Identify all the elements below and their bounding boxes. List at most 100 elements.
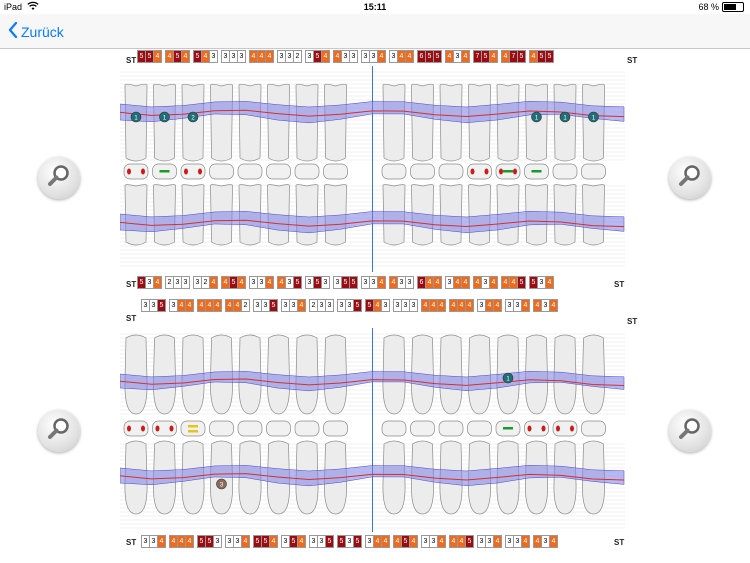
probing-depth-cell[interactable]: 3 [409, 299, 418, 312]
probing-depth-cell[interactable]: 4 [377, 276, 386, 289]
probing-depth-cell[interactable]: 4 [153, 50, 162, 63]
probing-depth-cell[interactable]: 4 [213, 299, 222, 312]
probing-depth-cell[interactable]: 3 [405, 276, 414, 289]
probing-depth-cell[interactable]: 4 [521, 535, 530, 548]
zoom-lower-right-quadrant-button[interactable] [38, 410, 80, 452]
probing-depth-cell[interactable]: 5 [517, 276, 526, 289]
probing-depth-cell[interactable]: 3 [325, 299, 334, 312]
probing-depth-cell[interactable]: 4 [461, 276, 470, 289]
probing-depth-cell[interactable]: 4 [493, 535, 502, 548]
probing-depth-cell[interactable]: 4 [265, 276, 274, 289]
probing-depth-cell[interactable]: 4 [157, 535, 166, 548]
probing-depth-cell[interactable]: 4 [185, 299, 194, 312]
zoom-lower-left-quadrant-button[interactable] [669, 410, 711, 452]
probing-depth-cell[interactable]: 4 [437, 535, 446, 548]
probing-depth-cell[interactable]: 5 [349, 276, 358, 289]
probing-depth-cell[interactable]: 4 [181, 50, 190, 63]
probing-depth-cell[interactable]: 4 [405, 50, 414, 63]
zoom-upper-right-quadrant-button[interactable] [38, 157, 80, 199]
probing-depth-cell[interactable]: 4 [153, 276, 162, 289]
probing-depth-cell[interactable]: 4 [241, 535, 250, 548]
probing-depth-cell[interactable]: 5 [545, 50, 554, 63]
probing-depth-cell[interactable]: 5 [517, 50, 526, 63]
probing-depth-cell[interactable]: 3 [209, 50, 218, 63]
probing-depth-cell[interactable]: 5 [157, 299, 166, 312]
probing-depth-cell[interactable]: 4 [209, 276, 218, 289]
probing-depth-cell[interactable]: 4 [545, 276, 554, 289]
probing-depth-cell[interactable]: 4 [321, 50, 330, 63]
probing-depth-cell[interactable]: 3 [321, 276, 330, 289]
probing-depth-cell[interactable]: 3 [381, 299, 390, 312]
probing-depth-cell[interactable]: 4 [269, 535, 278, 548]
probing-depth-cell[interactable]: 4 [521, 299, 530, 312]
probing-depth-cell[interactable]: 4 [237, 276, 246, 289]
probing-depth-cell[interactable]: 4 [489, 276, 498, 289]
probing-depth-cell[interactable]: 4 [493, 299, 502, 312]
zoom-upper-left-quadrant-button[interactable] [669, 157, 711, 199]
probing-depth-cell[interactable]: 3 [237, 50, 246, 63]
back-button[interactable]: Zurück [8, 21, 64, 41]
probing-depth-cell[interactable]: 5 [433, 50, 442, 63]
probing-depth-cell[interactable]: 4 [489, 50, 498, 63]
probing-depth-cell[interactable]: 4 [381, 535, 390, 548]
probing-depth-cell[interactable]: 2 [293, 50, 302, 63]
upper-jaw-chart[interactable]: 1 1 2 1 1 1 [120, 66, 625, 272]
probing-depth-cell[interactable]: 4 [549, 535, 558, 548]
probing-depth-cell[interactable]: 4 [461, 50, 470, 63]
probing-depth-cell[interactable]: 5 [325, 535, 334, 548]
probing-depth-cell[interactable]: 4 [297, 299, 306, 312]
probing-depth-cell[interactable]: 3 [181, 276, 190, 289]
probing-depth-cell[interactable]: 4 [297, 535, 306, 548]
